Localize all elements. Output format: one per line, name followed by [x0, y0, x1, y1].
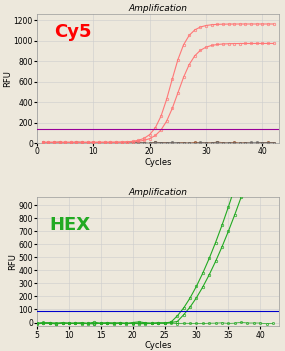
X-axis label: Cycles: Cycles: [144, 158, 172, 167]
Text: HEX: HEX: [49, 216, 90, 234]
Title: Amplification: Amplification: [129, 187, 188, 197]
Y-axis label: RFU: RFU: [8, 253, 17, 270]
X-axis label: Cycles: Cycles: [144, 341, 172, 350]
Text: Cy5: Cy5: [54, 23, 91, 41]
Y-axis label: RFU: RFU: [3, 70, 12, 87]
Title: Amplification: Amplification: [129, 4, 188, 13]
